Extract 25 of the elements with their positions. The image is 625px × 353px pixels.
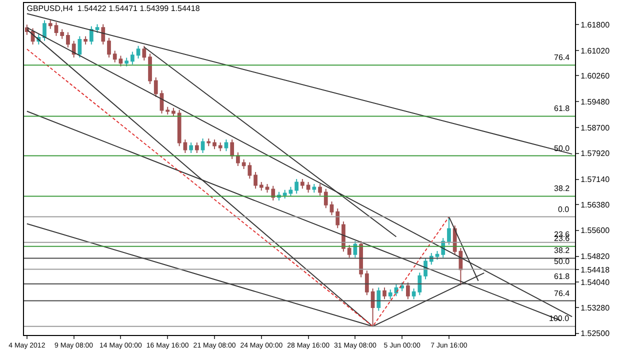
y-tick-label: 1.60260 [580, 72, 610, 81]
annotation: 0.0 [558, 205, 570, 214]
y-tick-label: 1.59480 [580, 97, 610, 106]
y-tick-label: 1.54418 [580, 265, 610, 274]
y-tick-label: 1.57140 [580, 175, 610, 184]
y-tick-label: 1.57920 [580, 149, 610, 158]
y-tick-label: 1.61800 [580, 20, 610, 30]
y-tick-label: 1.54040 [580, 278, 610, 288]
y-tick-label: 1.52500 [580, 329, 610, 338]
annotation: 38.2 [554, 246, 570, 255]
y-tick-label: 1.58700 [580, 123, 610, 132]
annotation: 38.2 [554, 184, 570, 193]
annotation: 61.8 [554, 272, 570, 281]
annotation: 100.0 [549, 314, 570, 323]
y-tick-label: 1.55600 [580, 226, 610, 236]
y-tick-label: 1.61020 [580, 46, 610, 56]
annotation: 50.0 [554, 144, 570, 153]
chart-title: GBPUSD,H4 1.54422 1.54471 1.54399 1.54418 [26, 4, 200, 13]
annotation: 61.8 [554, 104, 570, 113]
y-tick-label: 1.53280 [580, 303, 610, 312]
y-tick-label: 1.56380 [580, 200, 610, 210]
annotation: 76.4 [554, 53, 570, 62]
annotation: 50.0 [554, 257, 570, 266]
y-tick-label: 1.54820 [580, 252, 610, 262]
annotation: 76.4 [554, 289, 570, 298]
